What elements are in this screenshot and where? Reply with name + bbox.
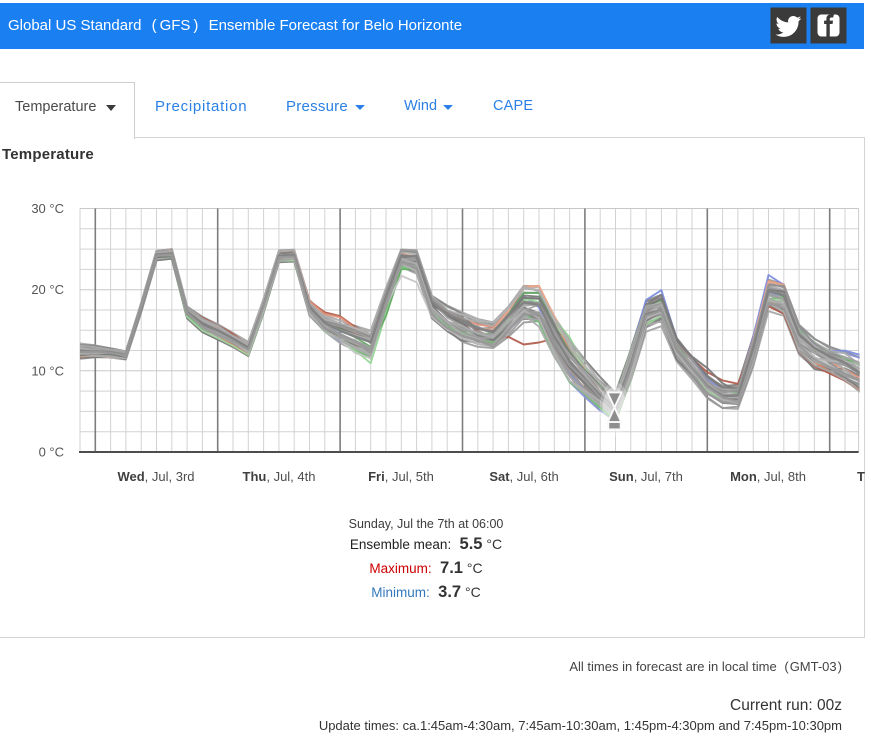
svg-text:Sat, Jul, 6th: Sat, Jul, 6th xyxy=(489,469,558,484)
svg-text:Mon, Jul, 8th: Mon, Jul, 8th xyxy=(730,469,806,484)
svg-text:T: T xyxy=(857,469,865,484)
svg-text:Fri, Jul, 5th: Fri, Jul, 5th xyxy=(368,469,434,484)
svg-text:Sun, Jul, 7th: Sun, Jul, 7th xyxy=(609,469,683,484)
svg-text:Wed, Jul, 3rd: Wed, Jul, 3rd xyxy=(117,469,194,484)
svg-text:30 °C: 30 °C xyxy=(31,201,64,216)
svg-text:0 °C: 0 °C xyxy=(39,445,64,460)
svg-text:Thu, Jul, 4th: Thu, Jul, 4th xyxy=(243,469,316,484)
svg-text:10 °C: 10 °C xyxy=(31,363,64,378)
svg-text:20 °C: 20 °C xyxy=(31,282,64,297)
